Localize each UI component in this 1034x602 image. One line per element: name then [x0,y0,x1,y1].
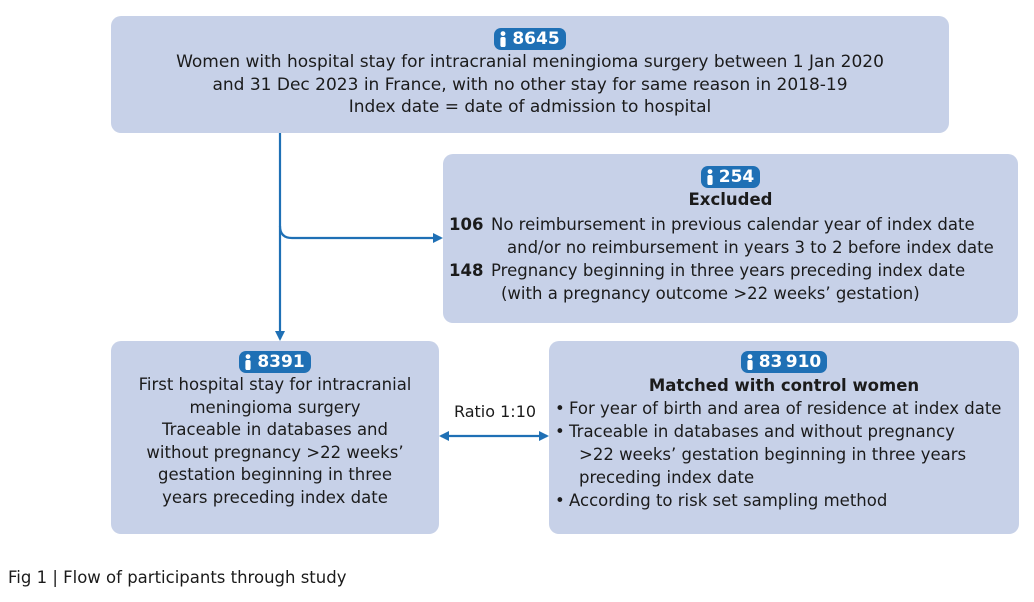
cohort-text-line: Women with hospital stay for intracrania… [176,52,884,72]
bullet-item: • Traceable in databases and without pre… [555,420,1019,489]
bullet-text-line: >22 weeks’ gestation beginning in three … [579,445,967,464]
count-value: 8645 [512,29,560,49]
cohort-text-line: and 31 Dec 2023 in France, with no other… [212,74,848,95]
bullet-item: • According to risk set sampling method [555,489,1019,512]
bullet-text-line: For year of birth and area of residence … [569,399,1002,418]
bullet-text-line: preceding index date [579,468,755,487]
ratio-label: Ratio 1:10 [453,402,537,421]
case-text-line: gestation beginning in three [158,465,392,484]
excluded-title: Excluded [688,190,773,209]
exclusion-item: 148 Pregnancy beginning in three years p… [449,259,1018,305]
excluded-box: 254 Excluded 106 No reimbursement in pre… [443,154,1018,323]
control-box: 83 910 Matched with control women • For … [549,341,1019,534]
exclusion-count: 148 [449,261,484,280]
bullet-icon: • [555,399,565,418]
count-badge: 8645 [494,28,566,50]
count-value: 8391 [257,352,305,372]
count-badge: 254 [700,166,761,188]
exclusion-item: 106 No reimbursement in previous calenda… [449,213,1018,259]
arrow-to-excluded [278,225,443,243]
bullet-item: • For year of birth and area of residenc… [555,397,1019,420]
case-box: 8391 First hospital stay for intracrania… [111,341,439,534]
bullet-text-line: According to risk set sampling method [569,491,888,510]
exclusion-text-line: Pregnancy beginning in three years prece… [491,261,966,280]
cohort-box: 8645 Women with hospital stay for intrac… [111,16,949,133]
case-text-line: First hospital stay for intracranial [138,375,412,394]
person-icon [500,31,506,47]
exclusion-text-line: (with a pregnancy outcome >22 weeks’ ges… [501,284,920,303]
figure-caption: Fig 1 | Flow of participants through stu… [8,568,347,587]
person-icon [707,169,713,185]
cohort-text-line: Index date = date of admission to hospit… [348,97,712,117]
exclusion-text-line: No reimbursement in previous calendar ye… [491,215,975,234]
case-text-line: without pregnancy >22 weeks’ [146,442,404,462]
count-badge: 83 910 [740,351,828,373]
bullet-text-line: Traceable in databases and without pregn… [569,422,955,441]
person-icon [747,354,753,370]
case-text-line: meningioma surgery [189,397,361,417]
control-title: Matched with control women [648,376,920,395]
case-text-line: Traceable in databases and [161,420,388,439]
bullet-icon: • [555,491,565,510]
exclusion-text-line: and/or no reimbursement in years 3 to 2 … [507,238,994,257]
bullet-icon: • [555,422,565,441]
person-icon [245,354,251,370]
exclusion-count: 106 [449,215,484,234]
count-badge: 8391 [239,351,311,373]
count-value: 83 910 [758,352,822,372]
case-text-line: years preceding index date [162,487,388,507]
count-value: 254 [718,167,755,187]
